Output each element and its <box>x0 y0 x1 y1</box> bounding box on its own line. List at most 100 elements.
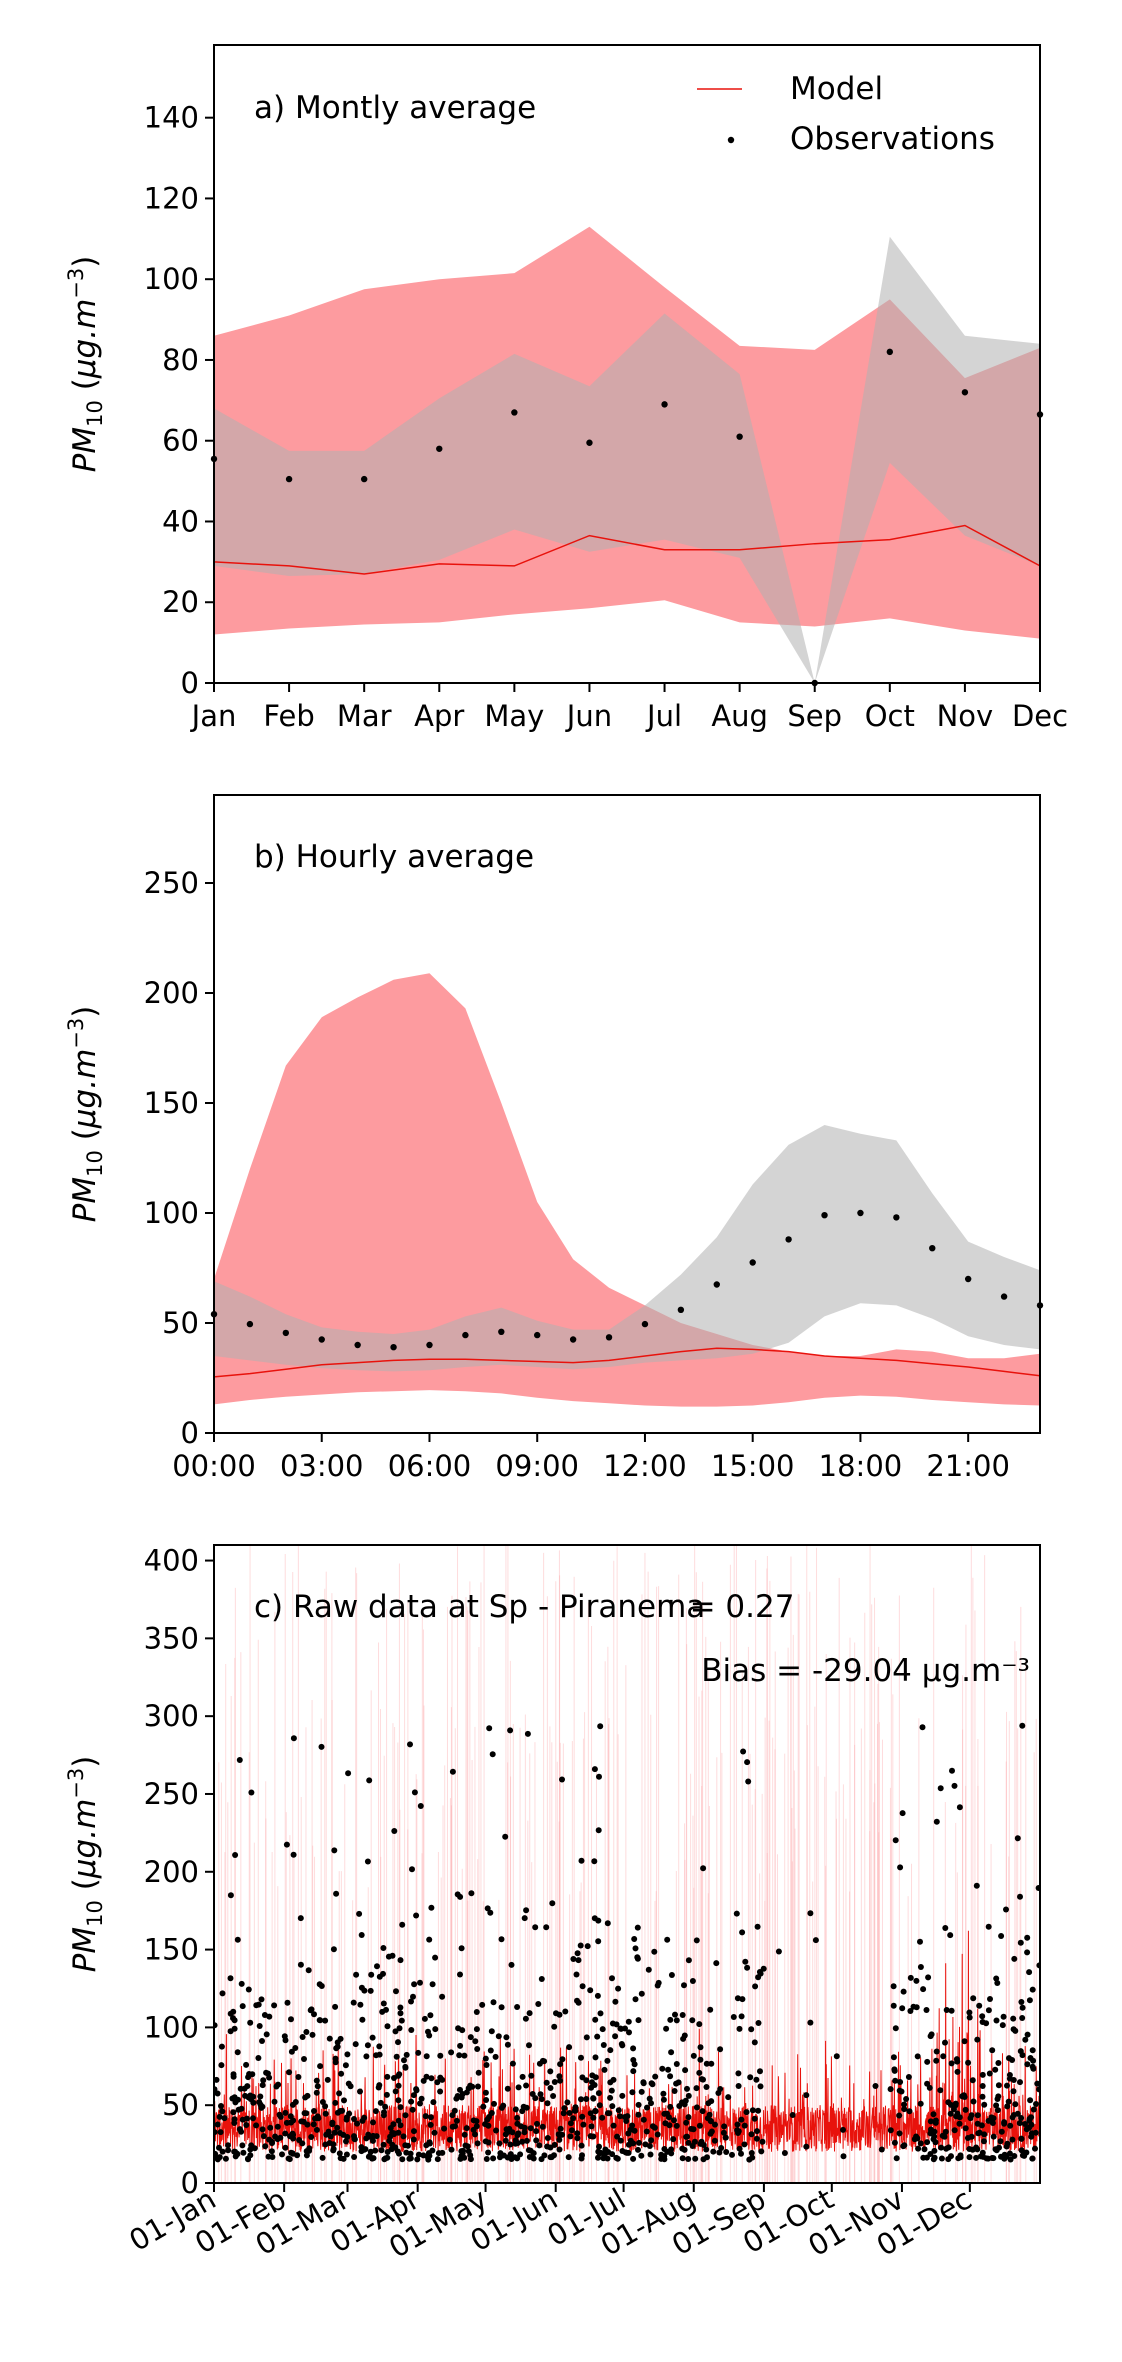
observation-point <box>417 1979 423 1986</box>
observation-point <box>551 2079 558 2085</box>
observation-point <box>661 401 668 408</box>
observation-point <box>951 1782 958 1789</box>
panel-c-ytick-label: 350 <box>144 1621 199 1655</box>
observation-point <box>523 2082 530 2089</box>
panel-b-xtick-label: 03:00 <box>280 1449 364 1483</box>
observation-point <box>539 2123 546 2130</box>
observation-point <box>532 1924 539 1931</box>
observation-point <box>1010 2088 1017 2095</box>
observation-point <box>785 1236 792 1243</box>
observation-point <box>274 2136 281 2143</box>
observation-point <box>630 2140 637 2147</box>
observation-point <box>632 1945 639 1952</box>
observation-point <box>673 2080 680 2087</box>
observation-point <box>1017 1893 1023 1900</box>
observation-point <box>1017 1939 1024 1946</box>
observation-point <box>448 2049 455 2056</box>
observation-point <box>699 2108 706 2115</box>
observation-point <box>924 2080 931 2087</box>
model-line <box>213 1347 1041 1378</box>
observation-point <box>557 2061 564 2068</box>
panel-b-xtick-label: 15:00 <box>711 1449 795 1483</box>
observation-point <box>891 2066 898 2073</box>
observation-point <box>608 2087 615 2094</box>
observation-point <box>496 2140 503 2147</box>
observation-point <box>892 2025 899 2032</box>
observation-point <box>607 2079 614 2086</box>
observation-point <box>312 2115 318 2122</box>
observation-point <box>243 2122 250 2128</box>
observation-point <box>597 1723 604 1730</box>
observation-point <box>685 1957 692 1964</box>
observation-point <box>954 2068 961 2075</box>
observation-point <box>393 2053 400 2060</box>
observation-point <box>619 2092 626 2099</box>
observation-point <box>591 1858 598 1865</box>
observation-point <box>533 2137 540 2144</box>
observation-point <box>997 2138 1004 2145</box>
panel-a-xtick-label: Oct <box>865 699 915 733</box>
observation-point <box>302 2094 309 2101</box>
observation-point <box>754 2128 760 2135</box>
observation-point <box>402 2063 409 2070</box>
observation-point <box>646 2095 653 2102</box>
observation-point <box>896 2112 903 2119</box>
panel-a-frame <box>213 44 1041 684</box>
observation-point <box>1000 2013 1007 2020</box>
observation-point <box>308 2134 315 2140</box>
observation-point <box>652 2073 659 2080</box>
observation-point <box>467 2034 474 2041</box>
observation-point <box>962 2106 969 2113</box>
observation-point <box>1035 1885 1040 1891</box>
observation-point <box>396 2025 403 2032</box>
observation-point <box>1004 2103 1011 2110</box>
observation-point <box>239 2142 246 2149</box>
observation-point <box>498 1328 505 1336</box>
observation-point <box>271 2002 278 2009</box>
observation-point <box>214 2076 220 2083</box>
observation-point <box>397 2104 404 2111</box>
observation-point <box>966 2154 973 2161</box>
observation-point <box>380 1945 387 1951</box>
observation-point <box>595 2154 601 2161</box>
observation-point <box>343 2114 350 2121</box>
observation-point <box>332 2059 339 2066</box>
observation-point <box>487 2047 494 2054</box>
observation-point <box>473 2026 480 2033</box>
observation-point <box>917 1964 924 1970</box>
observation-point <box>301 2056 307 2062</box>
observation-point <box>682 2067 689 2074</box>
observation-point <box>239 2003 246 2010</box>
observation-point <box>427 2121 434 2128</box>
legend-model-label: Model <box>790 71 883 107</box>
observation-point <box>681 1982 687 1989</box>
observation-point <box>979 2083 986 2089</box>
observation-point <box>429 2147 436 2154</box>
observation-point <box>235 2106 242 2113</box>
observation-point <box>578 2096 584 2103</box>
observation-point <box>456 2052 463 2059</box>
observation-point <box>266 2136 273 2143</box>
panel-b-xtick-label: 06:00 <box>388 1449 472 1483</box>
observation-point <box>592 2016 599 2023</box>
observation-point <box>553 2010 559 2017</box>
observation-point <box>462 1331 469 1339</box>
observation-point <box>923 2007 930 2013</box>
observation-point <box>927 2151 934 2157</box>
observation-point <box>417 2100 423 2107</box>
observation-point <box>549 1900 556 1907</box>
observation-point <box>697 2044 704 2051</box>
observation-point <box>1018 2135 1025 2142</box>
observation-point <box>648 2080 655 2087</box>
observation-point <box>423 2053 430 2060</box>
observation-point <box>1011 1955 1018 1962</box>
observation-point <box>455 2025 462 2032</box>
observation-point <box>1005 2098 1012 2105</box>
observation-point <box>661 2146 668 2152</box>
panel-a-ytick-label: 0 <box>181 666 199 700</box>
panel-a-ytick-label: 120 <box>144 181 199 215</box>
observation-point <box>979 2093 986 2100</box>
observation-point <box>708 2098 715 2105</box>
observation-point <box>640 2079 647 2086</box>
